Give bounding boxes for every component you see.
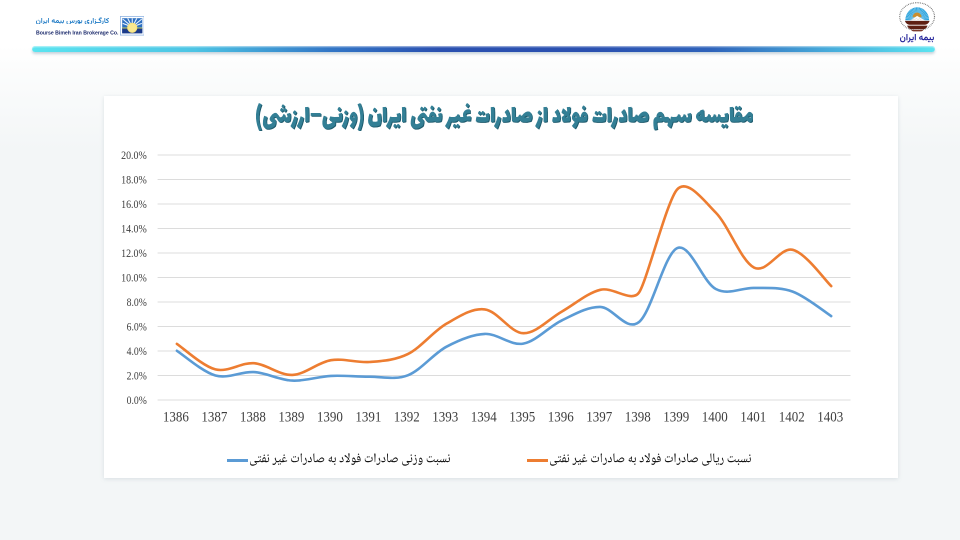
svg-text:1396: 1396 (548, 410, 574, 426)
svg-text:1397: 1397 (586, 410, 612, 426)
svg-text:1391: 1391 (355, 410, 381, 426)
svg-text:1387: 1387 (201, 410, 227, 426)
svg-text:12.0%: 12.0% (121, 247, 147, 260)
svg-text:1398: 1398 (625, 410, 651, 426)
svg-text:2.0%: 2.0% (127, 369, 147, 382)
svg-text:0.0%: 0.0% (127, 394, 147, 407)
svg-text:1400: 1400 (702, 410, 728, 426)
svg-text:1389: 1389 (278, 410, 304, 426)
svg-text:14.0%: 14.0% (121, 222, 147, 235)
svg-text:1394: 1394 (471, 410, 497, 426)
svg-text:18.0%: 18.0% (121, 173, 147, 186)
svg-text:1388: 1388 (240, 410, 266, 426)
svg-text:4.0%: 4.0% (127, 345, 147, 358)
svg-text:10.0%: 10.0% (121, 271, 147, 284)
svg-text:1393: 1393 (432, 410, 458, 426)
svg-text:1392: 1392 (394, 410, 420, 426)
svg-text:1386: 1386 (163, 410, 189, 426)
svg-text:1395: 1395 (509, 410, 535, 426)
svg-text:6.0%: 6.0% (127, 320, 147, 333)
svg-text:1401: 1401 (740, 410, 766, 426)
svg-text:1390: 1390 (317, 410, 343, 426)
svg-text:20.0%: 20.0% (121, 149, 147, 162)
svg-text:1399: 1399 (663, 410, 689, 426)
svg-text:8.0%: 8.0% (127, 296, 147, 309)
svg-text:1402: 1402 (779, 410, 805, 426)
svg-text:16.0%: 16.0% (121, 198, 147, 211)
svg-text:1403: 1403 (817, 410, 843, 426)
